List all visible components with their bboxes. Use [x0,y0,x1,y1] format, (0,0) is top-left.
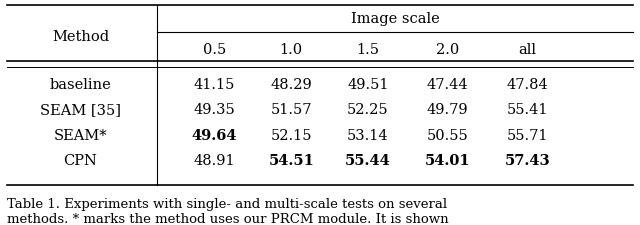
Text: 52.15: 52.15 [271,128,312,142]
Text: 55.41: 55.41 [507,103,548,117]
Text: 50.55: 50.55 [427,128,468,142]
Text: all: all [518,43,536,57]
Text: Table 1. Experiments with single- and multi-scale tests on several
methods. * ma: Table 1. Experiments with single- and mu… [7,197,449,225]
Text: 55.44: 55.44 [345,153,391,167]
Text: 1.0: 1.0 [280,43,303,57]
Text: 0.5: 0.5 [203,43,227,57]
Text: 51.57: 51.57 [271,103,312,117]
Text: 47.84: 47.84 [507,78,548,92]
Text: 57.43: 57.43 [505,153,550,167]
Text: baseline: baseline [50,78,111,92]
Text: Image scale: Image scale [351,12,440,26]
Text: 49.79: 49.79 [427,103,468,117]
Text: 54.51: 54.51 [268,153,314,167]
Text: 48.29: 48.29 [270,78,312,92]
Text: Method: Method [52,29,109,43]
Text: 2.0: 2.0 [436,43,460,57]
Text: 47.44: 47.44 [427,78,468,92]
Text: 49.51: 49.51 [347,78,388,92]
Text: 53.14: 53.14 [347,128,388,142]
Text: 1.5: 1.5 [356,43,380,57]
Text: 52.25: 52.25 [347,103,388,117]
Text: SEAM [35]: SEAM [35] [40,103,121,117]
Text: 49.35: 49.35 [194,103,236,117]
Text: SEAM*: SEAM* [54,128,108,142]
Text: 48.91: 48.91 [194,153,236,167]
Text: CPN: CPN [63,153,97,167]
Text: 49.64: 49.64 [192,128,237,142]
Text: 54.01: 54.01 [425,153,470,167]
Text: 55.71: 55.71 [507,128,548,142]
Text: 41.15: 41.15 [194,78,236,92]
